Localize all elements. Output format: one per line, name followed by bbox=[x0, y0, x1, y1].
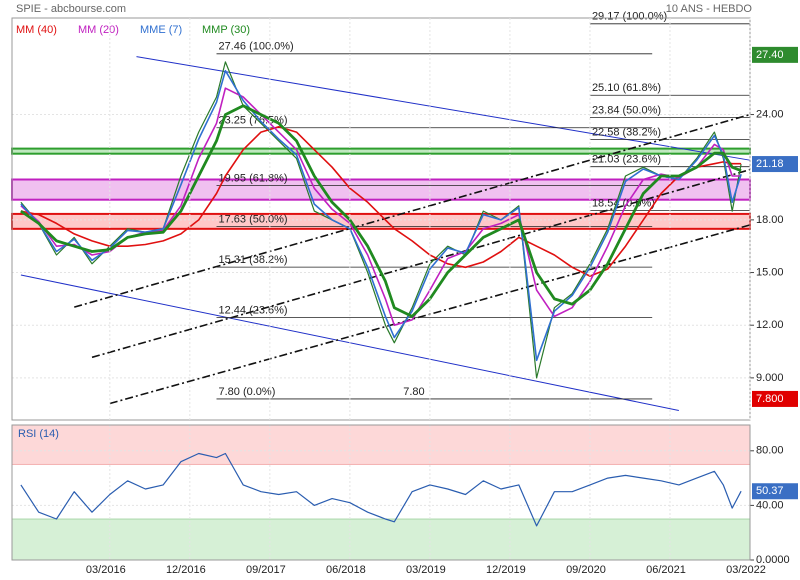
x-tick-label: 12/2016 bbox=[166, 564, 206, 576]
x-tick-label: 03/2016 bbox=[86, 564, 126, 576]
price-marker bbox=[752, 156, 798, 173]
zone bbox=[11, 518, 751, 561]
y-tick-label: 18.00 bbox=[756, 214, 784, 226]
fib-label: 21.03 (23.6%) bbox=[592, 154, 661, 166]
y-tick-label: 15.00 bbox=[756, 266, 784, 278]
fib-label: 7.80 (0.0%) bbox=[219, 386, 276, 398]
fib-label: 23.25 (76.5%) bbox=[219, 115, 288, 127]
price-marker-label: 21.18 bbox=[756, 158, 784, 170]
legend-label: MME (7) bbox=[140, 24, 182, 36]
trendline bbox=[74, 113, 751, 308]
chart-subtitle: 10 ANS - HEBDO bbox=[666, 3, 753, 15]
price-marker-label: 27.40 bbox=[756, 49, 784, 61]
x-tick-label: 06/2018 bbox=[326, 564, 366, 576]
y-tick-label: 9.000 bbox=[756, 372, 784, 384]
fib-label: 27.46 (100.0%) bbox=[219, 41, 294, 53]
fib-label: 18.54 (0.0%) bbox=[592, 197, 655, 209]
x-tick-label: 06/2021 bbox=[646, 564, 686, 576]
x-tick-label: 09/2020 bbox=[566, 564, 606, 576]
ma-line bbox=[20, 126, 742, 277]
fib-label: 23.84 (50.0%) bbox=[592, 104, 661, 116]
ma-line bbox=[20, 69, 742, 362]
legend-label: MM (40) bbox=[16, 24, 57, 36]
trendline bbox=[91, 168, 751, 359]
fib-label: 19.95 (61.8%) bbox=[219, 173, 288, 185]
fib-label: 15.31 (38.2%) bbox=[219, 254, 288, 266]
legend-label: MM (20) bbox=[78, 24, 119, 36]
zone bbox=[11, 424, 751, 465]
y-tick-label: 12.00 bbox=[756, 319, 784, 331]
ma-line bbox=[20, 104, 742, 318]
panel-title: RSI (14) bbox=[18, 428, 59, 440]
panel-frame bbox=[11, 424, 751, 561]
x-tick-label: 03/2022 bbox=[726, 564, 766, 576]
y-tick-label: 0.0000 bbox=[756, 554, 790, 566]
y-tick-label: 80.00 bbox=[756, 445, 784, 457]
price-marker-label: 7.800 bbox=[756, 393, 784, 405]
price-marker bbox=[752, 46, 798, 63]
x-tick-label: 03/2019 bbox=[406, 564, 446, 576]
legend-label: MMP (30) bbox=[202, 24, 250, 36]
fib-label: 12.44 (23.6%) bbox=[219, 304, 288, 316]
y-tick-label: 40.00 bbox=[756, 499, 784, 511]
y-tick-label: 24.00 bbox=[756, 108, 784, 120]
fib-label: 29.17 (100.0%) bbox=[592, 11, 667, 23]
price-marker bbox=[752, 390, 798, 407]
chart-title: SPIE - abcbourse.com bbox=[16, 3, 126, 15]
x-tick-label: 09/2017 bbox=[246, 564, 286, 576]
fib-label: 22.58 (38.2%) bbox=[592, 126, 661, 138]
price-marker-label: 50.37 bbox=[756, 485, 784, 497]
price-line bbox=[20, 452, 742, 527]
fib-label: 25.10 (61.8%) bbox=[592, 82, 661, 94]
fib-label: 17.63 (50.0%) bbox=[219, 213, 288, 225]
x-tick-label: 12/2019 bbox=[486, 564, 526, 576]
annotation: 7.80 bbox=[403, 386, 424, 398]
price-marker bbox=[752, 483, 798, 500]
